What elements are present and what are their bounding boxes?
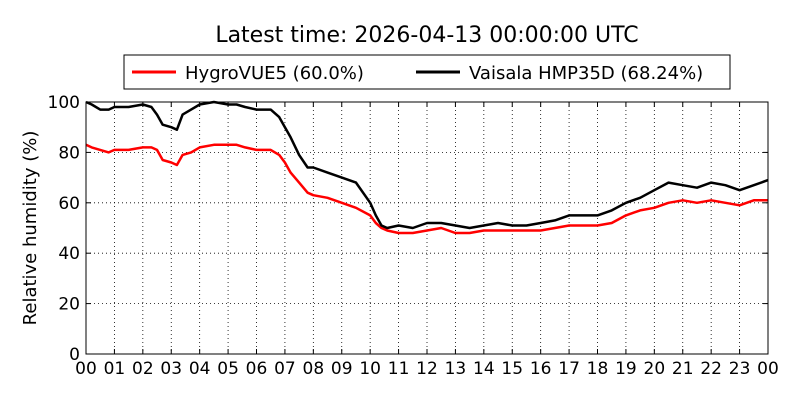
x-tick-label: 07 (274, 359, 296, 379)
chart-title: Latest time: 2026-04-13 00:00:00 UTC (215, 23, 638, 48)
y-tick-label: 60 (58, 194, 80, 214)
x-tick-label: 19 (615, 359, 637, 379)
x-tick-label: 16 (530, 359, 552, 379)
x-tick-label: 04 (189, 359, 211, 379)
legend-label-hygrovue5: HygroVUE5 (60.0%) (185, 63, 364, 84)
x-tick-label: 00 (75, 359, 97, 379)
x-tick-label: 00 (757, 359, 779, 379)
legend-label-vaisala: Vaisala HMP35D (68.24%) (469, 63, 703, 84)
x-tick-label: 17 (558, 359, 580, 379)
x-tick-label: 01 (104, 359, 126, 379)
series-lines (85, 100, 769, 235)
x-tick-label: 10 (359, 359, 381, 379)
series-line-1 (85, 100, 769, 230)
x-tick-label: 14 (473, 359, 495, 379)
legend: HygroVUE5 (60.0%) Vaisala HMP35D (68.24%… (123, 54, 731, 90)
y-axis-label: Relative humidity (%) (20, 131, 41, 326)
x-tick-label: 21 (672, 359, 694, 379)
x-tick-label: 08 (303, 359, 325, 379)
x-tick-label: 15 (501, 359, 523, 379)
y-tick-label: 80 (58, 143, 80, 163)
x-tick-label: 02 (132, 359, 154, 379)
y-tick-label: 100 (48, 93, 80, 113)
x-tick-label: 03 (160, 359, 182, 379)
x-tick-label: 06 (246, 359, 268, 379)
y-tick-label: 20 (58, 295, 80, 315)
grid (86, 102, 768, 354)
x-tick-label: 18 (587, 359, 609, 379)
x-tick-label: 20 (644, 359, 666, 379)
x-tick-label: 09 (331, 359, 353, 379)
x-tick-label: 22 (700, 359, 722, 379)
x-tick-label: 11 (388, 359, 410, 379)
series-line-0 (85, 143, 768, 235)
y-tick-label: 40 (58, 244, 80, 264)
x-tick-label: 13 (445, 359, 467, 379)
plot-frame (85, 101, 769, 355)
x-tick-label: 23 (729, 359, 751, 379)
x-axis-ticks: 00 01 02 03 04 05 06 07 08 09 10 11 12 13 14 15 16 17 18 19… (75, 102, 779, 379)
x-tick-label: 05 (217, 359, 239, 379)
y-tick-label: 0 (69, 345, 80, 365)
x-tick-label: 12 (416, 359, 438, 379)
y-axis-ticks: 0 20 40 60 80 100 (48, 93, 768, 365)
